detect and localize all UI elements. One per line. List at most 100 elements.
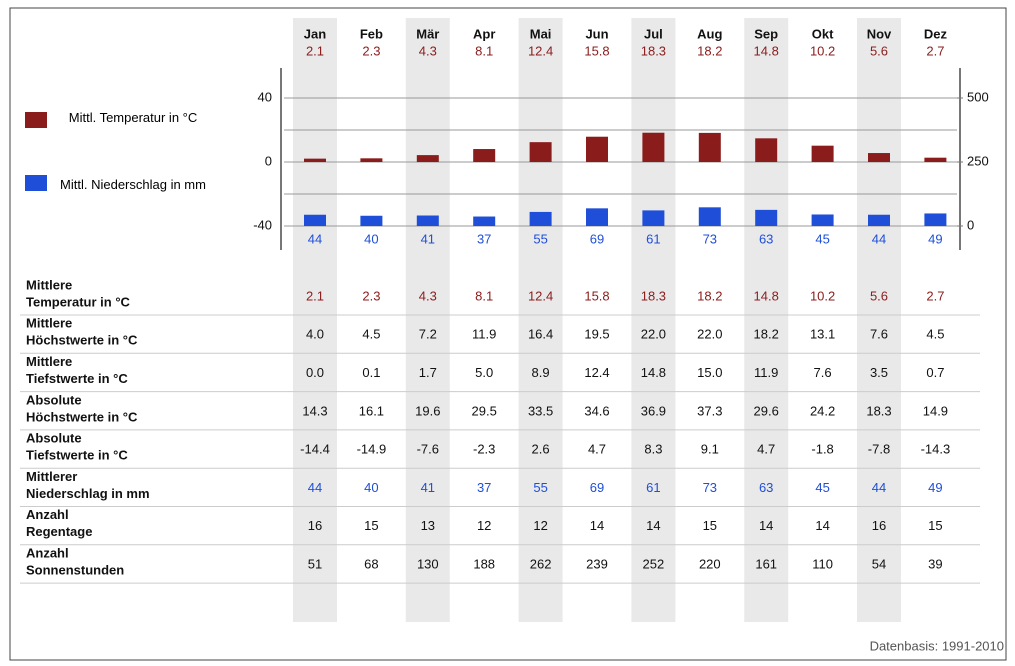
value-label: 73	[703, 231, 717, 246]
bar	[811, 214, 834, 226]
column-band	[744, 18, 789, 622]
cell: 4.5	[926, 327, 944, 342]
value-label: 44	[308, 231, 322, 246]
cell: 239	[586, 557, 608, 572]
legend-swatch	[25, 112, 47, 128]
cell: 45	[815, 480, 829, 495]
value-label: 45	[815, 231, 829, 246]
month-label: Aug	[697, 26, 722, 41]
value-label: 40	[364, 231, 378, 246]
row-label: Tiefstwerte in °C	[26, 448, 128, 463]
bar	[811, 145, 834, 162]
row-label: Tiefstwerte in °C	[26, 371, 128, 386]
cell: 18.3	[866, 403, 891, 418]
row-label: Höchstwerte in °C	[26, 409, 138, 424]
bar	[755, 138, 778, 162]
cell: 19.6	[415, 403, 440, 418]
cell: 13	[421, 518, 435, 533]
column-band	[518, 18, 563, 622]
cell: -2.3	[473, 442, 495, 457]
month-label: Jan	[304, 26, 326, 41]
footer: Datenbasis: 1991-2010	[870, 638, 1004, 653]
y2-tick-label: 250	[967, 153, 989, 168]
cell: 22.0	[641, 327, 666, 342]
cell: 18.2	[754, 327, 779, 342]
cell: 15	[364, 518, 378, 533]
row-label: Temperatur in °C	[26, 294, 131, 309]
row-label: Mittlere	[26, 354, 72, 369]
bar	[868, 214, 890, 226]
cell: 54	[872, 557, 886, 572]
cell: 14.8	[641, 365, 666, 380]
cell: 51	[308, 557, 322, 572]
row-label: Absolute	[26, 392, 82, 407]
cell: 22.0	[697, 327, 722, 342]
bar	[416, 155, 439, 162]
cell: 41	[421, 480, 435, 495]
cell: 0.0	[306, 365, 324, 380]
cell: 24.2	[810, 403, 835, 418]
cell: 14.3	[302, 403, 327, 418]
cell: 37	[477, 480, 491, 495]
column-band	[631, 18, 676, 622]
cell: 11.9	[754, 365, 778, 380]
cell: 7.6	[870, 327, 888, 342]
bar	[529, 142, 552, 162]
cell: 12.4	[584, 365, 609, 380]
cell: 8.3	[644, 442, 662, 457]
value-label: 55	[533, 231, 547, 246]
legend-swatch	[25, 175, 47, 191]
value-label: 63	[759, 231, 773, 246]
row-label: Anzahl	[26, 546, 69, 561]
month-label: Apr	[473, 26, 495, 41]
y2-tick-label: 0	[967, 217, 974, 232]
y-tick-label: -40	[253, 217, 272, 232]
column-band	[857, 18, 901, 622]
cell: -14.4	[300, 442, 330, 457]
cell: 29.5	[472, 403, 497, 418]
bands	[293, 18, 901, 622]
row-label: Niederschlag in mm	[26, 486, 150, 501]
bar	[642, 210, 665, 226]
cell: 130	[417, 557, 439, 572]
cell: 4.5	[362, 327, 380, 342]
cell: 15	[703, 518, 717, 533]
row-label: Mittlere	[26, 277, 72, 292]
cell: 39	[928, 557, 942, 572]
cell: 49	[928, 480, 942, 495]
row-label: Absolute	[26, 431, 82, 446]
cell: 68	[364, 557, 378, 572]
cell: 8.1	[475, 288, 493, 303]
cell: 44	[308, 480, 322, 495]
cell: 8.9	[532, 365, 550, 380]
row-label: Mittlere	[26, 316, 72, 331]
cell: 40	[364, 480, 378, 495]
value-label: 18.3	[641, 43, 666, 58]
cell: 12	[477, 518, 491, 533]
cell: 29.6	[754, 403, 779, 418]
cell: 1.7	[419, 365, 437, 380]
cell: 12.4	[528, 288, 553, 303]
cell: 5.6	[870, 288, 888, 303]
cell: -1.8	[811, 442, 833, 457]
y2-tick-label: 500	[967, 89, 989, 104]
cell: 15	[928, 518, 942, 533]
cell: 16.4	[528, 327, 553, 342]
cell: 36.9	[641, 403, 666, 418]
bar	[868, 153, 890, 162]
cell: 13.1	[810, 327, 835, 342]
cell: 2.6	[532, 442, 550, 457]
month-label: Mai	[530, 26, 552, 41]
cell: 4.7	[757, 442, 775, 457]
value-label: 8.1	[475, 43, 493, 58]
bar	[698, 207, 721, 226]
cell: 7.6	[814, 365, 832, 380]
bar	[473, 149, 496, 162]
cell: 9.1	[701, 442, 719, 457]
value-label: 2.1	[306, 43, 324, 58]
cell: 12	[533, 518, 547, 533]
cell: 37.3	[697, 403, 722, 418]
cell: 16.1	[359, 403, 384, 418]
